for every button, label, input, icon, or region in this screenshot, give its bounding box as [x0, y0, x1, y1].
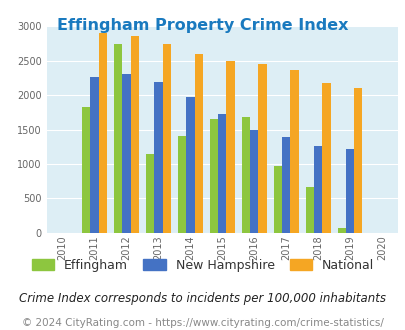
- Text: Crime Index corresponds to incidents per 100,000 inhabitants: Crime Index corresponds to incidents per…: [19, 292, 386, 305]
- Bar: [322, 83, 330, 233]
- Bar: [162, 44, 171, 233]
- Bar: [154, 82, 162, 233]
- Bar: [353, 88, 362, 233]
- Bar: [313, 146, 322, 233]
- Bar: [98, 33, 107, 233]
- Bar: [290, 70, 298, 233]
- Bar: [209, 118, 217, 233]
- Text: © 2024 CityRating.com - https://www.cityrating.com/crime-statistics/: © 2024 CityRating.com - https://www.city…: [22, 318, 383, 328]
- Bar: [249, 130, 258, 233]
- Bar: [258, 64, 266, 233]
- Bar: [345, 149, 353, 233]
- Bar: [217, 114, 226, 233]
- Bar: [273, 166, 281, 233]
- Bar: [194, 54, 202, 233]
- Bar: [82, 107, 90, 233]
- Bar: [281, 137, 290, 233]
- Bar: [146, 153, 154, 233]
- Bar: [186, 97, 194, 233]
- Legend: Effingham, New Hampshire, National: Effingham, New Hampshire, National: [27, 254, 378, 277]
- Bar: [177, 136, 186, 233]
- Bar: [305, 187, 313, 233]
- Bar: [337, 228, 345, 233]
- Bar: [130, 36, 139, 233]
- Bar: [122, 74, 130, 233]
- Bar: [114, 44, 122, 233]
- Bar: [226, 61, 234, 233]
- Bar: [241, 117, 249, 233]
- Bar: [90, 77, 98, 233]
- Text: Effingham Property Crime Index: Effingham Property Crime Index: [57, 18, 348, 33]
